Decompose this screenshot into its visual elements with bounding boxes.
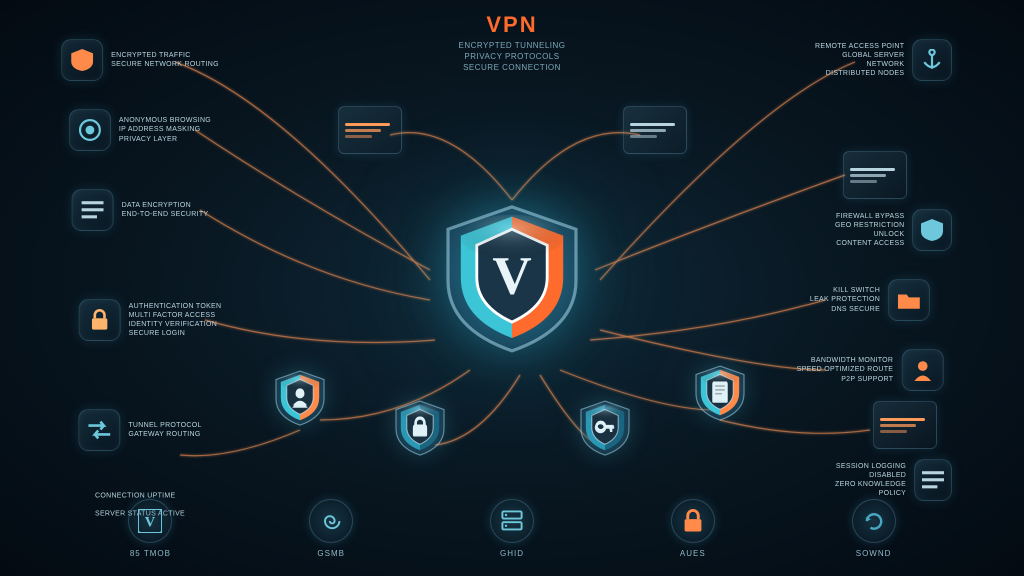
right-node-2: KILL SWITCHLEAK PROTECTIONDNS SECURE: [810, 279, 930, 321]
left-node-2: DATA ENCRYPTIONEND-TO-END SECURITY: [72, 189, 209, 231]
svg-text:V: V: [145, 514, 156, 530]
shield-mini-icon: [61, 39, 103, 81]
bottom-item-3: AUES: [671, 499, 715, 558]
bottom-label: 85 TMOB: [130, 549, 171, 558]
glass-panel-2: [843, 151, 907, 199]
node-text: ENCRYPTED TRAFFICSECURE NETWORK ROUTING: [111, 51, 219, 69]
node-text: SESSION LOGGING DISABLEDZERO KNOWLEDGE P…: [808, 462, 906, 498]
bottom-item-1: GSMB: [309, 499, 353, 558]
subtitle-line: SECURE CONNECTION: [459, 62, 566, 73]
bottom-item-2: GHID: [490, 499, 534, 558]
subtitle-block: ENCRYPTED TUNNELING PRIVACY PROTOCOLS SE…: [459, 40, 566, 74]
right-node-3: BANDWIDTH MONITORSPEED OPTIMIZED ROUTEP2…: [797, 349, 944, 391]
bottom-label: GHID: [500, 549, 524, 558]
glass-panel-1: [623, 106, 687, 154]
node-text: ANONYMOUS BROWSINGIP ADDRESS MASKINGPRIV…: [119, 116, 211, 143]
page-title: VPN: [486, 12, 537, 38]
bottom-item-4: SOWND: [852, 499, 896, 558]
v-badge-icon: V: [128, 499, 172, 543]
sub-shield-1: [390, 398, 450, 463]
right-node-4: SESSION LOGGING DISABLEDZERO KNOWLEDGE P…: [808, 459, 952, 501]
sub-shield-0: [270, 368, 330, 433]
bottom-label: AUES: [680, 549, 706, 558]
node-text: FIREWALL BYPASSGEO RESTRICTION UNLOCKCON…: [808, 212, 904, 248]
glass-panel-0: [338, 106, 402, 154]
bottom-label: GSMB: [317, 549, 345, 558]
left-node-4: TUNNEL PROTOCOLGATEWAY ROUTING: [78, 409, 201, 451]
bottom-label: SOWND: [856, 549, 892, 558]
sub-shield-2: [575, 398, 635, 463]
arrows-icon: [78, 409, 120, 451]
radar-icon: [69, 109, 111, 151]
right-node-0: REMOTE ACCESS POINTGLOBAL SERVER NETWORK…: [808, 39, 952, 81]
subtitle-line: ENCRYPTED TUNNELING: [459, 40, 566, 51]
anchor-icon: [912, 39, 952, 81]
left-node-1: ANONYMOUS BROWSINGIP ADDRESS MASKINGPRIV…: [69, 109, 211, 151]
user-mini-icon: [901, 349, 943, 391]
folder-icon: [888, 279, 930, 321]
refresh-icon: [852, 499, 896, 543]
node-text: KILL SWITCHLEAK PROTECTIONDNS SECURE: [810, 286, 880, 313]
spiral-icon: [309, 499, 353, 543]
sub-shield-3: [690, 363, 750, 428]
right-node-1: FIREWALL BYPASSGEO RESTRICTION UNLOCKCON…: [808, 209, 952, 251]
lock-c-icon: [671, 499, 715, 543]
node-text: AUTHENTICATION TOKENMULTI FACTOR ACCESSI…: [129, 302, 222, 338]
node-text: BANDWIDTH MONITORSPEED OPTIMIZED ROUTEP2…: [797, 356, 894, 383]
server-icon: [490, 499, 534, 543]
lock-mini-icon: [79, 299, 121, 341]
shield-mini-icon: [912, 209, 952, 251]
central-shield: V: [432, 197, 592, 362]
node-text: DATA ENCRYPTIONEND-TO-END SECURITY: [122, 201, 209, 219]
list-icon: [914, 459, 952, 501]
node-text: REMOTE ACCESS POINTGLOBAL SERVER NETWORK…: [808, 42, 904, 78]
left-node-0: ENCRYPTED TRAFFICSECURE NETWORK ROUTING: [61, 39, 219, 81]
node-text: TUNNEL PROTOCOLGATEWAY ROUTING: [128, 421, 201, 439]
glass-panel-3: [873, 401, 937, 449]
list-icon: [72, 189, 114, 231]
bottom-bar: V 85 TMOB GSMB GHID AUES SOWND: [0, 499, 1024, 558]
left-node-3: AUTHENTICATION TOKENMULTI FACTOR ACCESSI…: [79, 299, 222, 341]
subtitle-line: PRIVACY PROTOCOLS: [459, 51, 566, 62]
bottom-item-0: V 85 TMOB: [128, 499, 172, 558]
